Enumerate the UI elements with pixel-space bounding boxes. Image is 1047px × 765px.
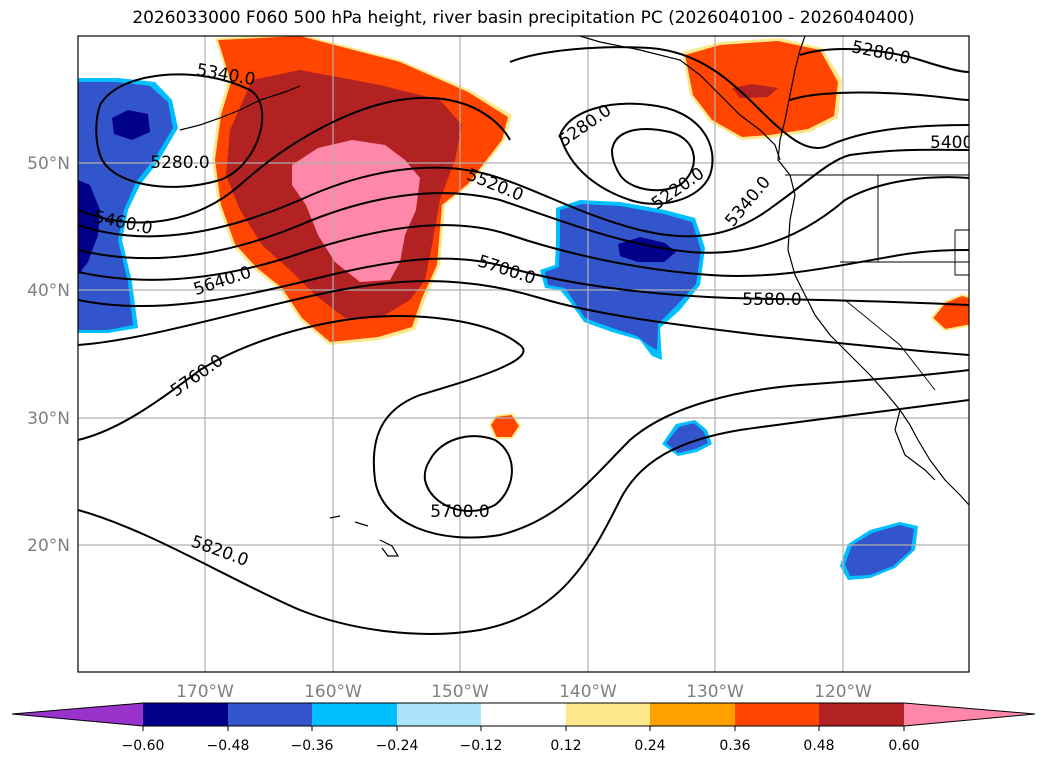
colorbar-tick-label: −0.36 [291,738,334,754]
contour-label: 5820.0 [188,532,251,571]
colorbar-segment [819,703,904,726]
longitude-labels: 170°W 160°W 150°W 140°W 130°W 120°W [176,682,872,702]
colorbar-segment [228,703,313,726]
height-contours [78,46,969,635]
lat-label: 30°N [27,409,70,429]
lon-label: 140°W [559,682,617,702]
colorbar-tick-label: 0.48 [803,738,834,754]
colorbar-tick-label: 0.24 [634,738,665,754]
map-title: 2026033000 F060 500 hPa height, river ba… [132,8,915,28]
colorbar-tick-label: −0.12 [460,738,503,754]
colorbar-segment [650,703,735,726]
lat-label: 50°N [27,154,70,174]
colorbar: −0.60 −0.48 −0.36 −0.24 −0.12 0.12 0.24 … [11,702,1036,754]
contour-label: 5280.0 [850,37,912,69]
colorbar-extend-low [12,703,143,726]
latitude-labels: 50°N 40°N 30°N 20°N [27,154,70,556]
map-area: 5340.0 5280.0 5460.0 5640.0 5760.0 5820.… [78,36,973,672]
lon-label: 120°W [814,682,872,702]
precip-negative-central [540,200,705,360]
colorbar-tick-labels: −0.60 −0.48 −0.36 −0.24 −0.12 0.12 0.24 … [122,738,920,754]
precip-negative-west [78,78,178,333]
colorbar-tick-label: −0.60 [122,738,165,754]
lon-label: 130°W [686,682,744,702]
graticule [78,36,969,672]
lat-label: 20°N [27,536,70,556]
lat-label: 40°N [27,281,70,301]
lon-label: 160°W [304,682,362,702]
precip-positive-small [488,293,969,439]
precip-positive-west [212,36,512,345]
lon-label: 170°W [176,682,234,702]
contour-label: 5280.0 [150,153,209,173]
colorbar-segment [312,703,397,726]
colorbar-segment [397,703,482,726]
contour-label: 5760.0 [167,351,227,402]
colorbar-segment [481,703,566,726]
colorbar-tick-label: 0.60 [888,738,919,754]
colorbar-segment [735,703,820,726]
contour-label: 5400 [930,133,973,153]
contour-label: 5580.0 [742,290,801,310]
colorbar-segment [143,703,228,726]
contour-label: 5280.0 [555,101,615,152]
colorbar-extend-high [904,703,1035,726]
colorbar-tick-label: 0.36 [719,738,750,754]
colorbar-ticks [142,726,905,731]
colorbar-tick-label: −0.24 [376,738,419,754]
contour-label: 5700.0 [430,502,489,522]
colorbar-segment [566,703,651,726]
map-frame [77,35,970,673]
lon-label: 150°W [431,682,489,702]
precip-negative-east [662,420,918,580]
colorbar-tick-label: −0.48 [207,738,250,754]
colorbar-tick-label: 0.12 [550,738,581,754]
precip-positive-northeast [682,38,842,140]
contour-label: 5700.0 [475,252,538,289]
